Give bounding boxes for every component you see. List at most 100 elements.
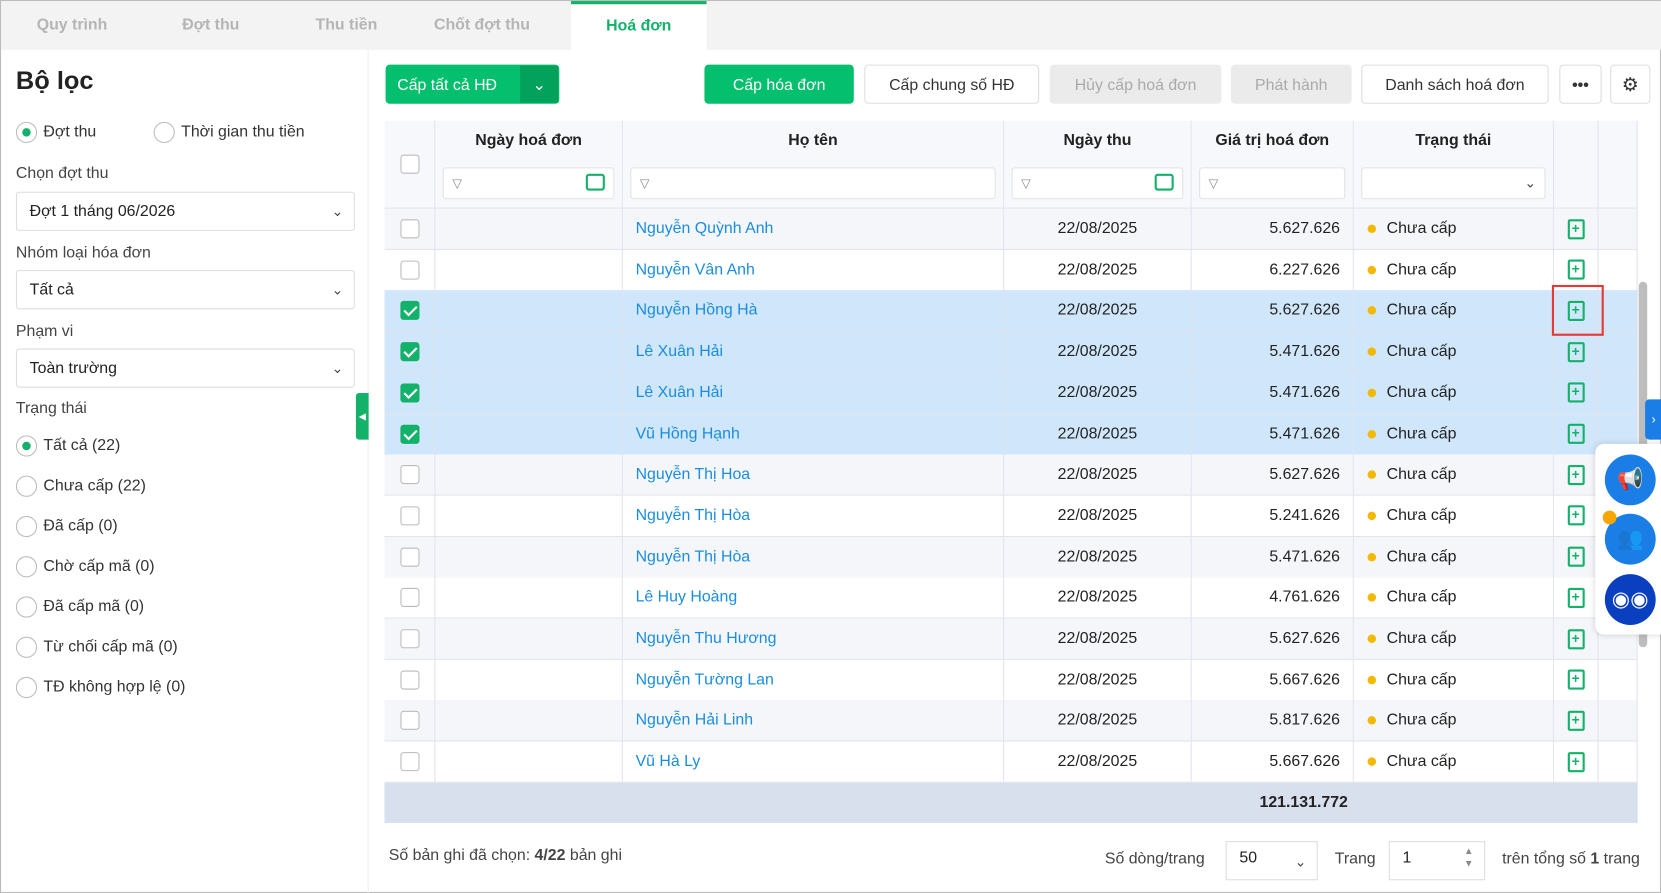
file-add-icon[interactable]: + [1567, 423, 1585, 444]
file-add-icon[interactable]: + [1567, 382, 1585, 403]
pay-date-filter[interactable]: ▽ [1011, 167, 1184, 200]
name-link[interactable]: Nguyễn Quỳnh Anh [623, 208, 1005, 249]
tab-item[interactable]: Quy trình [36, 15, 108, 34]
table-row[interactable]: Nguyễn Thị Hoa 22/08/2025 5.627.626 Chưa cấ… [384, 454, 1638, 496]
file-add-icon[interactable]: + [1567, 751, 1585, 772]
row-checkbox[interactable] [399, 588, 419, 608]
name-link[interactable]: Nguyễn Tường Lan [623, 659, 1005, 700]
name-filter[interactable]: ▽ [630, 167, 996, 200]
status-radio[interactable]: TĐ không hợp lệ (0) [15, 676, 186, 699]
collapse-sidebar-button[interactable]: ◀ [355, 393, 369, 440]
table-row[interactable]: Vũ Hà Ly 22/08/2025 5.667.626 Chưa cấp + [384, 741, 1638, 783]
status-radio[interactable]: Chưa cấp (22) [15, 475, 146, 497]
row-checkbox[interactable] [399, 260, 419, 280]
name-link[interactable]: Nguyễn Thị Hoa [623, 454, 1005, 495]
file-add-icon[interactable]: + [1567, 505, 1585, 526]
megaphone-icon[interactable]: 📢 [1604, 454, 1656, 506]
tab-item[interactable]: Thu tiền [315, 15, 378, 34]
status-radio[interactable]: Từ chối cấp mã (0) [15, 636, 178, 658]
radio-dot-thu[interactable]: Đợt thu [15, 121, 96, 144]
chevron-down-icon: ⌄ [1524, 174, 1536, 191]
file-add-icon[interactable]: + [1567, 259, 1585, 280]
row-checkbox[interactable] [399, 219, 419, 239]
scope-select[interactable]: Toàn trường ⌄ [15, 348, 355, 388]
row-checkbox[interactable] [399, 342, 419, 362]
row-checkbox[interactable] [399, 506, 419, 526]
table-row[interactable]: Vũ Hồng Hạnh 22/08/2025 5.471.626 Chưa cấp + [384, 413, 1638, 455]
select-all-checkbox[interactable] [399, 154, 419, 174]
expand-panel-button[interactable]: › [1645, 399, 1661, 440]
file-add-icon[interactable]: + [1567, 587, 1585, 608]
name-link[interactable]: Nguyễn Vân Anh [623, 249, 1005, 290]
file-add-icon[interactable]: + [1567, 341, 1585, 362]
rows-per-page-select[interactable]: 50 ⌄ [1225, 841, 1318, 881]
table-row[interactable]: Nguyễn Quỳnh Anh 22/08/2025 5.627.626 Chưa … [384, 208, 1638, 250]
file-add-icon[interactable]: + [1567, 464, 1585, 485]
row-checkbox[interactable] [399, 383, 419, 403]
status-radio[interactable]: Chờ cấp mã (0) [15, 556, 155, 578]
tab-item[interactable]: Hoá đơn [570, 1, 707, 50]
status-radio[interactable]: Đã cấp (0) [15, 515, 118, 538]
row-checkbox[interactable] [399, 670, 419, 690]
value-filter[interactable]: ▽ [1199, 167, 1346, 200]
name-link[interactable]: Lê Xuân Hải [623, 372, 1005, 413]
issue-common-number-button[interactable]: Cấp chung số HĐ [864, 64, 1040, 104]
name-link[interactable]: Nguyễn Thị Hòa [623, 536, 1005, 577]
name-link[interactable]: Lê Xuân Hải [623, 331, 1005, 372]
table-row[interactable]: Nguyễn Hồng Hà 22/08/2025 5.627.626 Chưa cấ… [384, 290, 1638, 332]
row-checkbox[interactable] [399, 424, 419, 444]
stepper-icon[interactable]: ▲ ▼ [1464, 845, 1474, 869]
table-row[interactable]: Nguyễn Hải Linh 22/08/2025 5.817.626 Chưa c… [384, 700, 1638, 742]
radio-label: Đã cấp mã (0) [43, 597, 145, 616]
file-add-icon[interactable]: + [1567, 669, 1585, 690]
calendar-icon[interactable] [585, 173, 605, 191]
table-row[interactable]: Nguyễn Tường Lan 22/08/2025 5.667.626 Chưa … [384, 659, 1638, 701]
name-link[interactable]: Vũ Hồng Hạnh [623, 413, 1005, 454]
name-link[interactable]: Nguyễn Hồng Hà [623, 290, 1005, 331]
file-add-icon[interactable]: + [1567, 628, 1585, 649]
row-checkbox[interactable] [399, 547, 419, 567]
status-radio[interactable]: Tất cả (22) [15, 435, 120, 457]
invoice-date-filter[interactable]: ▽ [442, 167, 615, 200]
table-row[interactable]: Lê Xuân Hải 22/08/2025 5.471.626 Chưa cấp + [384, 372, 1638, 414]
more-button[interactable]: ••• [1559, 64, 1602, 104]
name-link[interactable]: Nguyễn Thị Hòa [623, 495, 1005, 536]
group-select[interactable]: Tất cả ⌄ [15, 270, 355, 310]
status-filter[interactable]: ⌄ [1361, 167, 1546, 200]
table-row[interactable]: Lê Xuân Hải 22/08/2025 5.471.626 Chưa cấp + [384, 331, 1638, 373]
cancel-invoice-button[interactable]: Hủy cấp hoá đơn [1049, 64, 1222, 104]
calendar-icon[interactable] [1154, 173, 1174, 191]
users-group-icon[interactable]: 👥 [1604, 513, 1656, 565]
row-checkbox[interactable] [399, 301, 419, 321]
settings-gear-icon[interactable]: ⚙ [1610, 64, 1651, 104]
issue-all-button[interactable]: Cấp tất cả HĐ ⌄ [385, 64, 560, 104]
tab-item[interactable]: Đợt thu [182, 15, 240, 34]
name-link[interactable]: Lê Huy Hoàng [623, 577, 1005, 618]
row-checkbox[interactable] [399, 629, 419, 649]
page-input[interactable]: 1 ▲ ▼ [1388, 841, 1486, 881]
file-add-icon[interactable]: + [1567, 300, 1585, 321]
chatbot-icon[interactable]: ◉◉ [1604, 574, 1656, 625]
table-row[interactable]: Nguyễn Thị Hòa 22/08/2025 5.241.626 Chưa cấ… [384, 495, 1638, 537]
name-link[interactable]: Nguyễn Hải Linh [623, 700, 1005, 741]
radio-thoi-gian[interactable]: Thời gian thu tiền [153, 121, 305, 144]
batch-select[interactable]: Đợt 1 tháng 06/2026 ⌄ [15, 191, 355, 231]
issue-invoice-button[interactable]: Cấp hóa đơn [704, 64, 854, 104]
row-checkbox[interactable] [399, 711, 419, 731]
name-link[interactable]: Nguyễn Thu Hương [623, 618, 1005, 659]
file-add-icon[interactable]: + [1567, 546, 1585, 567]
table-row[interactable]: Nguyễn Thu Hương 22/08/2025 5.627.626 Chưa … [384, 618, 1638, 660]
invoice-list-button[interactable]: Danh sách hoá đơn [1361, 64, 1549, 104]
file-add-icon[interactable]: + [1567, 218, 1585, 239]
table-row[interactable]: Nguyễn Thị Hòa 22/08/2025 5.471.626 Chưa cấ… [384, 536, 1638, 578]
table-row[interactable]: Lê Huy Hoàng 22/08/2025 4.761.626 Chưa cấp + [384, 577, 1638, 619]
tab-item[interactable]: Chốt đợt thu [433, 15, 530, 34]
chevron-down-icon[interactable]: ⌄ [520, 65, 559, 103]
row-checkbox[interactable] [399, 752, 419, 772]
table-row[interactable]: Nguyễn Vân Anh 22/08/2025 6.227.626 Chưa cấ… [384, 249, 1638, 291]
name-link[interactable]: Vũ Hà Ly [623, 741, 1005, 782]
publish-button[interactable]: Phát hành [1230, 64, 1352, 104]
row-checkbox[interactable] [399, 465, 419, 485]
status-radio[interactable]: Đã cấp mã (0) [15, 596, 145, 618]
file-add-icon[interactable]: + [1567, 710, 1585, 731]
